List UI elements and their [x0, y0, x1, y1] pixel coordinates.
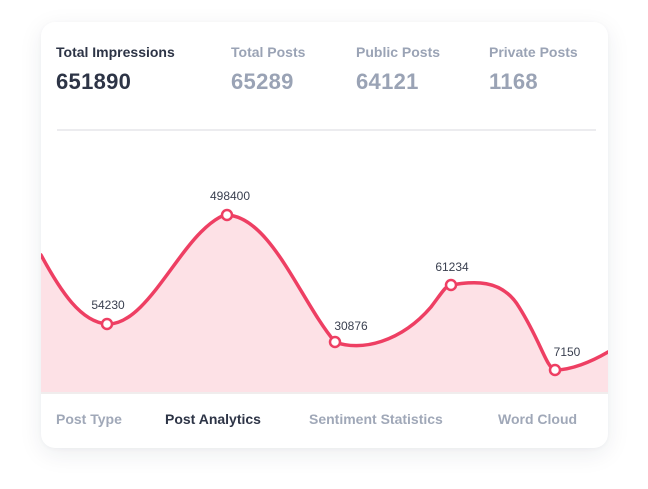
- stat-public-posts[interactable]: Public Posts 64121: [356, 44, 440, 95]
- tab-sentiment-statistics[interactable]: Sentiment Statistics: [309, 411, 443, 427]
- svg-text:54230: 54230: [91, 298, 125, 312]
- chart-area-fill: [41, 214, 608, 392]
- data-point[interactable]: 30876: [328, 319, 368, 349]
- chart-baseline: [41, 392, 608, 394]
- svg-text:30876: 30876: [334, 319, 368, 333]
- stat-label: Total Posts: [231, 44, 306, 60]
- data-point[interactable]: 7150: [548, 345, 581, 377]
- stat-value: 1168: [489, 69, 538, 94]
- svg-text:61234: 61234: [435, 260, 469, 274]
- stat-label: Public Posts: [356, 44, 441, 60]
- tab-word-cloud[interactable]: Word Cloud: [498, 411, 578, 427]
- svg-text:7150: 7150: [554, 345, 581, 359]
- data-point[interactable]: 498400: [210, 189, 250, 222]
- stat-private-posts[interactable]: Private Posts 1168: [489, 44, 578, 95]
- stat-label: Private Posts: [489, 44, 578, 60]
- stat-value: 651890: [56, 69, 132, 94]
- tab-post-analytics[interactable]: Post Analytics: [165, 411, 261, 427]
- stat-value: 65289: [231, 69, 294, 94]
- analytics-card: Total Impressions 651890 Total Posts 652…: [41, 22, 608, 448]
- stat-total-impressions[interactable]: Total Impressions 651890: [56, 44, 175, 95]
- data-point[interactable]: 61234: [435, 260, 469, 292]
- stat-value: 64121: [356, 69, 419, 94]
- area-chart: 54230 498400 30876 61234 7150: [41, 189, 608, 394]
- data-point[interactable]: 54230: [91, 298, 125, 331]
- tab-post-type[interactable]: Post Type: [56, 411, 122, 427]
- tab-bar: Post Type Post Analytics Sentiment Stati…: [41, 392, 608, 448]
- divider: [57, 129, 596, 131]
- svg-text:498400: 498400: [210, 189, 250, 203]
- stat-total-posts[interactable]: Total Posts 65289: [231, 44, 305, 95]
- stat-label: Total Impressions: [56, 44, 175, 60]
